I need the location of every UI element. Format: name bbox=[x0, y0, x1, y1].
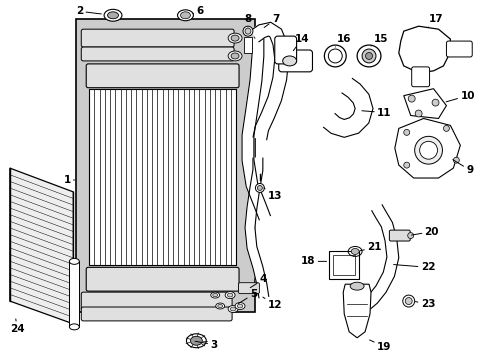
FancyBboxPatch shape bbox=[274, 36, 296, 64]
Circle shape bbox=[407, 95, 414, 102]
Ellipse shape bbox=[402, 295, 414, 307]
FancyBboxPatch shape bbox=[388, 230, 409, 241]
Text: 5: 5 bbox=[238, 289, 257, 303]
Text: 14: 14 bbox=[293, 34, 308, 51]
Ellipse shape bbox=[186, 334, 206, 348]
FancyBboxPatch shape bbox=[81, 292, 232, 310]
Ellipse shape bbox=[365, 53, 372, 59]
Ellipse shape bbox=[235, 302, 244, 310]
Text: 4: 4 bbox=[250, 274, 267, 288]
FancyBboxPatch shape bbox=[86, 267, 239, 291]
Bar bbox=[333, 255, 354, 275]
Circle shape bbox=[403, 162, 409, 168]
Ellipse shape bbox=[231, 53, 239, 59]
Text: 22: 22 bbox=[393, 262, 434, 272]
Ellipse shape bbox=[361, 49, 375, 63]
Ellipse shape bbox=[255, 184, 264, 192]
Circle shape bbox=[452, 157, 458, 163]
Text: 9: 9 bbox=[452, 159, 472, 175]
Bar bbox=[244, 37, 251, 53]
FancyBboxPatch shape bbox=[86, 64, 239, 88]
Ellipse shape bbox=[282, 56, 296, 66]
Text: 12: 12 bbox=[263, 297, 282, 310]
Ellipse shape bbox=[231, 35, 239, 41]
Ellipse shape bbox=[407, 233, 413, 239]
Text: 16: 16 bbox=[335, 34, 351, 47]
Bar bbox=[89, 89, 236, 265]
Circle shape bbox=[431, 99, 438, 106]
Polygon shape bbox=[394, 118, 459, 178]
Ellipse shape bbox=[69, 324, 79, 330]
Text: 10: 10 bbox=[445, 91, 474, 102]
Polygon shape bbox=[398, 26, 449, 73]
Bar bbox=[69, 261, 79, 327]
FancyBboxPatch shape bbox=[81, 47, 234, 61]
Text: 11: 11 bbox=[361, 108, 391, 117]
Ellipse shape bbox=[324, 45, 346, 67]
Polygon shape bbox=[403, 89, 446, 118]
Text: 15: 15 bbox=[370, 34, 387, 46]
Text: 6: 6 bbox=[193, 6, 203, 16]
Bar bbox=[328, 251, 358, 279]
Ellipse shape bbox=[243, 26, 252, 36]
FancyBboxPatch shape bbox=[278, 50, 312, 72]
Text: 21: 21 bbox=[359, 243, 381, 252]
Ellipse shape bbox=[217, 305, 222, 308]
Text: 2: 2 bbox=[76, 6, 101, 16]
FancyBboxPatch shape bbox=[238, 283, 259, 294]
Ellipse shape bbox=[224, 292, 235, 298]
Ellipse shape bbox=[228, 306, 238, 312]
Polygon shape bbox=[343, 284, 370, 338]
Ellipse shape bbox=[356, 45, 380, 67]
Circle shape bbox=[414, 110, 421, 117]
Polygon shape bbox=[244, 158, 268, 298]
Ellipse shape bbox=[414, 136, 442, 164]
Polygon shape bbox=[323, 78, 372, 137]
Ellipse shape bbox=[190, 336, 202, 345]
Polygon shape bbox=[250, 22, 288, 140]
Ellipse shape bbox=[350, 248, 358, 255]
Polygon shape bbox=[10, 168, 73, 324]
Text: 13: 13 bbox=[264, 188, 282, 201]
FancyBboxPatch shape bbox=[81, 307, 232, 321]
Ellipse shape bbox=[215, 303, 224, 309]
Ellipse shape bbox=[177, 10, 193, 21]
Ellipse shape bbox=[230, 307, 235, 311]
Text: 20: 20 bbox=[410, 226, 438, 237]
Text: 24: 24 bbox=[10, 319, 24, 334]
Text: 19: 19 bbox=[369, 340, 390, 352]
Ellipse shape bbox=[69, 258, 79, 264]
Ellipse shape bbox=[237, 304, 242, 308]
FancyBboxPatch shape bbox=[446, 41, 471, 57]
Ellipse shape bbox=[257, 185, 262, 190]
Ellipse shape bbox=[227, 293, 232, 297]
Text: 3: 3 bbox=[195, 340, 217, 350]
Ellipse shape bbox=[212, 293, 217, 297]
Text: 7: 7 bbox=[264, 14, 279, 27]
Bar bbox=[76, 19, 254, 312]
Ellipse shape bbox=[210, 292, 219, 298]
Ellipse shape bbox=[104, 9, 122, 21]
Text: 8: 8 bbox=[244, 14, 251, 27]
Polygon shape bbox=[242, 39, 270, 220]
Ellipse shape bbox=[228, 51, 242, 61]
Ellipse shape bbox=[347, 247, 361, 256]
Ellipse shape bbox=[419, 141, 437, 159]
Ellipse shape bbox=[107, 12, 118, 19]
Ellipse shape bbox=[349, 282, 364, 290]
Text: 18: 18 bbox=[300, 256, 326, 266]
Circle shape bbox=[443, 125, 448, 131]
Ellipse shape bbox=[327, 49, 342, 63]
Ellipse shape bbox=[180, 12, 190, 19]
Ellipse shape bbox=[244, 28, 250, 34]
Ellipse shape bbox=[405, 298, 411, 305]
Text: 1: 1 bbox=[63, 175, 74, 185]
Text: 17: 17 bbox=[427, 14, 442, 27]
Circle shape bbox=[403, 129, 409, 135]
Ellipse shape bbox=[228, 33, 242, 43]
FancyBboxPatch shape bbox=[411, 67, 428, 87]
FancyBboxPatch shape bbox=[81, 29, 234, 47]
Text: 23: 23 bbox=[415, 299, 434, 309]
Polygon shape bbox=[363, 205, 398, 309]
